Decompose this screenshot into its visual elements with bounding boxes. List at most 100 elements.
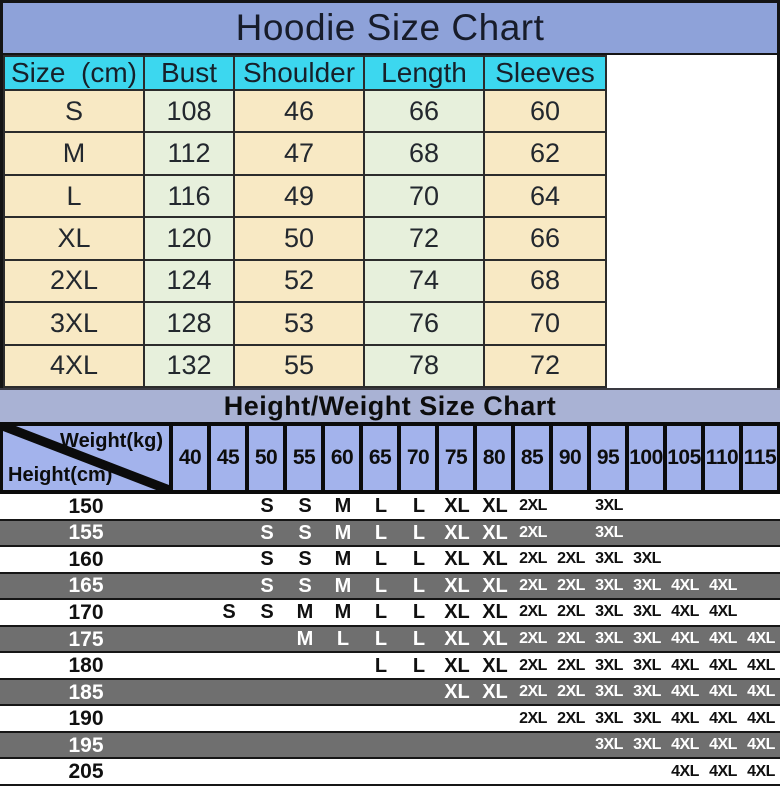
recommended-size-cell: XL [444, 681, 470, 704]
hoodie-size-row: 2XL 124 52 74 68 [3, 258, 607, 304]
hoodie-measurements-table: Size (cm) Bust Shoulder Length Sleeves S 108 4… [3, 55, 607, 389]
hoodie-cell-sleeves: 60 [483, 88, 607, 134]
hoodie-cell-shoulder: 47 [233, 131, 365, 176]
recommended-size-cell: L [374, 521, 388, 544]
hw-row-190: 190 2XL 2XL 3XL 3XL 4XL 4XL 4XL [0, 706, 780, 733]
height-label: 170 [68, 600, 104, 624]
recommended-size-cell: 3XL [595, 656, 623, 674]
recommended-size-cell: 2XL [519, 523, 547, 541]
height-axis-label: Height(cm) [8, 464, 113, 486]
hw-row-155: 155 S S M L L XL XL 2XL 3XL [0, 520, 780, 548]
hoodie-cell-sleeves: 68 [483, 258, 607, 304]
recommended-size-cell: 3XL [633, 656, 661, 674]
height-weight-size-chart: Height/Weight Size Chart Weight(kg) Heig… [0, 388, 780, 786]
hoodie-size-row: 4XL 132 55 78 72 [3, 343, 607, 389]
hw-row-160: 160 S S M L L XL XL 2XL 2XL 3XL 3XL [0, 547, 780, 574]
recommended-size-cell: 3XL [595, 523, 623, 541]
recommended-size-cell: L [374, 601, 388, 624]
recommended-size-cell: XL [444, 654, 470, 677]
recommended-size-cell: 3XL [633, 630, 661, 647]
hw-row-185: 185 XL XL 2XL 2XL 3XL 3XL 4XL 4XL 4XL [0, 679, 780, 707]
recommended-size-cell: 4XL [671, 603, 699, 621]
hoodie-cell-shoulder: 55 [233, 343, 365, 389]
recommended-size-cell: 4XL [671, 736, 699, 754]
recommended-size-cell: S [260, 495, 274, 518]
recommended-size-cell: 4XL [747, 630, 775, 647]
hw-row-180: 180 L L XL XL 2XL 2XL 3XL 3XL 4XL 4XL 4XL [0, 653, 780, 680]
hoodie-column-header: Size (cm) [3, 55, 145, 91]
recommended-size-cell: 4XL [671, 683, 699, 701]
recommended-size-cell: L [412, 495, 426, 518]
weight-column-header: 60 [325, 426, 359, 490]
recommended-size-cell: 3XL [633, 550, 661, 568]
hoodie-cell-sleeves: 70 [483, 301, 607, 346]
recommended-size-cell: XL [482, 681, 508, 704]
recommended-size-cell: S [222, 601, 236, 624]
recommended-size-cell: XL [482, 521, 508, 544]
hoodie-chart-whitespace [607, 55, 777, 388]
recommended-size-cell: XL [444, 574, 470, 597]
hoodie-cell-size: XL [3, 216, 145, 261]
recommended-size-cell: 4XL [747, 709, 775, 727]
recommended-size-cell: 4XL [747, 762, 775, 780]
recommended-size-cell: 2XL [519, 630, 547, 647]
recommended-size-cell: 4XL [747, 683, 775, 701]
recommended-size-cell: 2XL [557, 550, 585, 568]
height-label: 185 [68, 680, 104, 704]
height-label: 150 [68, 494, 104, 518]
height-label: 160 [68, 547, 104, 571]
hoodie-cell-size: 3XL [3, 301, 145, 346]
recommended-size-cell: M [334, 495, 352, 518]
recommended-size-cell: 3XL [595, 683, 623, 701]
recommended-size-cell: S [298, 574, 312, 597]
hoodie-size-row: S 108 46 66 60 [3, 88, 607, 134]
recommended-size-cell: 2XL [557, 683, 585, 701]
hoodie-cell-length: 74 [363, 258, 485, 304]
hoodie-size-row: XL 120 50 72 66 [3, 216, 607, 261]
recommended-size-cell: L [374, 628, 388, 650]
hoodie-cell-size: S [3, 88, 145, 134]
recommended-size-cell: L [336, 628, 350, 650]
recommended-size-cell: 3XL [595, 736, 623, 754]
hoodie-cell-bust: 112 [143, 131, 235, 176]
hoodie-chart-title: Hoodie Size Chart [3, 3, 777, 55]
hoodie-cell-size: L [3, 173, 145, 219]
hoodie-cell-sleeves: 64 [483, 173, 607, 219]
recommended-size-cell: 3XL [633, 603, 661, 621]
hw-row-205: 205 4XL 4XL 4XL [0, 759, 780, 786]
recommended-size-cell: 2XL [557, 709, 585, 727]
recommended-size-cell: L [412, 601, 426, 624]
diagonal-divider-line [3, 426, 169, 490]
hw-row-150: 150 S S M L L XL XL 2XL 3XL [0, 494, 780, 521]
hoodie-cell-length: 76 [363, 301, 485, 346]
hoodie-cell-shoulder: 46 [233, 88, 365, 134]
hoodie-cell-size: 2XL [3, 258, 145, 304]
hoodie-column-header: Sleeves [483, 55, 607, 91]
height-label: 190 [68, 707, 104, 731]
recommended-size-cell: 2XL [519, 497, 547, 515]
height-label: 165 [68, 574, 104, 598]
recommended-size-cell: 3XL [595, 709, 623, 727]
weight-column-header: 70 [401, 426, 435, 490]
recommended-size-cell: L [374, 654, 388, 677]
hoodie-cell-length: 68 [363, 131, 485, 176]
recommended-size-cell: S [298, 521, 312, 544]
recommended-size-cell: S [260, 548, 274, 571]
weight-column-header: 100 [629, 426, 663, 490]
hoodie-cell-bust: 108 [143, 88, 235, 134]
recommended-size-cell: M [334, 601, 352, 624]
recommended-size-cell: 4XL [747, 736, 775, 754]
recommended-size-cell: L [374, 574, 388, 597]
weight-column-header: 85 [515, 426, 549, 490]
weight-column-header: 40 [173, 426, 207, 490]
recommended-size-cell: XL [444, 521, 470, 544]
hoodie-table-header: Size (cm) Bust Shoulder Length Sleeves [3, 55, 607, 91]
weight-column-header: 75 [439, 426, 473, 490]
hw-row-195: 195 3XL 3XL 4XL 4XL 4XL [0, 732, 780, 760]
hoodie-cell-bust: 120 [143, 216, 235, 261]
hoodie-cell-bust: 132 [143, 343, 235, 389]
recommended-size-cell: 4XL [709, 709, 737, 727]
recommended-size-cell: S [260, 521, 274, 544]
weight-column-header: 55 [287, 426, 321, 490]
recommended-size-cell: 2XL [557, 656, 585, 674]
